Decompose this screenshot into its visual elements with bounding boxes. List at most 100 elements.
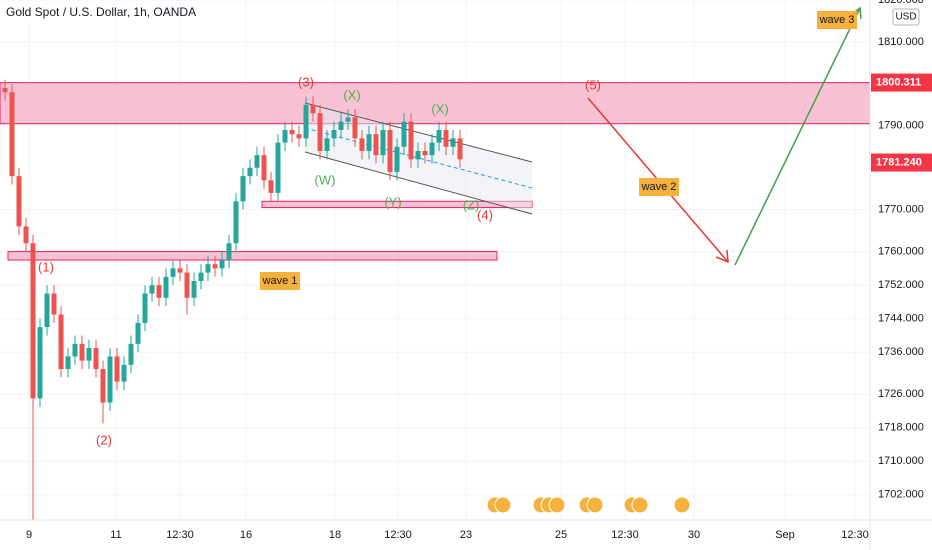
- wave-label: (X): [431, 101, 448, 116]
- candle-body: [135, 322, 141, 344]
- candle-body: [324, 138, 330, 151]
- candle-body: [79, 343, 85, 361]
- candle-body: [359, 138, 365, 151]
- candle-body: [457, 138, 463, 160]
- y-tick-label: 1820.000: [878, 0, 924, 6]
- candle-body: [198, 272, 204, 281]
- candle-body: [191, 280, 197, 298]
- candle-body: [128, 343, 134, 365]
- wave-box: [639, 178, 679, 196]
- y-tick-label: 1710.000: [878, 455, 924, 467]
- candle-body: [450, 138, 456, 147]
- x-tick-label: 16: [240, 529, 252, 541]
- price-label: 1781.240: [876, 156, 922, 168]
- wave-label: (Z): [463, 197, 480, 212]
- candle-body: [177, 268, 183, 273]
- candle-body: [317, 113, 323, 151]
- candle-body: [401, 121, 407, 147]
- x-tick-label: 12:30: [841, 529, 869, 541]
- candle-body: [226, 243, 232, 260]
- candle-body: [156, 285, 162, 298]
- candle-body: [443, 130, 449, 147]
- x-tick-label: 30: [688, 529, 700, 541]
- zones: [0, 82, 871, 261]
- wave-label: (5): [585, 77, 601, 92]
- wave-label: (X): [343, 87, 360, 102]
- candle-body: [23, 226, 29, 244]
- candle-body: [247, 167, 253, 177]
- y-tick-label: 1810.000: [878, 36, 924, 48]
- candle-body: [93, 348, 99, 370]
- candle-body: [65, 356, 71, 370]
- candle-body: [240, 176, 246, 202]
- candle-body: [72, 343, 78, 357]
- candle-body: [121, 364, 127, 382]
- candle-body: [114, 356, 120, 382]
- x-tick-label: 23: [460, 529, 472, 541]
- candle-body: [282, 130, 288, 143]
- candle-body: [37, 327, 43, 399]
- currency-box: [892, 8, 920, 26]
- candle-body: [352, 117, 358, 139]
- event-icons: [486, 496, 691, 514]
- wave-box: [260, 272, 300, 290]
- candle-body: [254, 155, 260, 168]
- x-tick-label: 12:30: [384, 529, 412, 541]
- candle-body: [51, 293, 57, 315]
- y-tick-label: 1770.000: [878, 204, 924, 216]
- price-label-box: [871, 73, 932, 92]
- candle-body: [345, 117, 351, 122]
- x-tick-label: 12:30: [166, 529, 194, 541]
- x-tick-label: 25: [555, 529, 567, 541]
- wave-name: wave 3: [819, 14, 855, 26]
- chart-title: Gold Spot / U.S. Dollar, 1h, OANDA: [6, 5, 196, 19]
- x-tick-label: 18: [329, 529, 341, 541]
- candles: [2, 79, 463, 520]
- candle-body: [338, 121, 344, 130]
- candle-body: [387, 130, 393, 172]
- candle-body: [233, 201, 239, 244]
- wave-label: (2): [96, 432, 112, 447]
- wave-label: (Y): [384, 194, 401, 209]
- y-tick-label: 1790.000: [878, 120, 924, 132]
- candle-body: [58, 314, 64, 370]
- candle-body: [268, 180, 274, 193]
- arrow-wave-3: [734, 7, 861, 266]
- candle-body: [408, 121, 414, 160]
- x-tick-label: 11: [110, 529, 121, 541]
- candle-body: [86, 348, 92, 361]
- candle-body: [415, 150, 421, 160]
- candle-body: [44, 293, 50, 328]
- wave-name: wave 1: [262, 275, 298, 287]
- candle-body: [429, 142, 435, 156]
- y-tick-label: 1726.000: [878, 388, 924, 400]
- x-tick-label: 12:30: [611, 529, 639, 541]
- price-label: 1800.311: [876, 76, 921, 88]
- y-tick-label: 1752.000: [878, 279, 924, 291]
- arrow-head: [715, 249, 729, 264]
- wave-label: (4): [477, 207, 493, 222]
- candle-body: [149, 285, 155, 294]
- wave-box: [817, 11, 857, 29]
- candle-body: [2, 88, 8, 93]
- x-tick-label: Sep: [775, 529, 795, 541]
- candle-body: [142, 293, 148, 323]
- candle-body: [436, 130, 442, 143]
- zone: [7, 251, 498, 261]
- wave-label: (W): [315, 172, 336, 187]
- candle-body: [163, 276, 169, 298]
- candle-body: [296, 134, 302, 139]
- candle-body: [170, 268, 176, 277]
- candle-body: [310, 104, 316, 114]
- candle-body: [205, 264, 211, 273]
- candle-body: [275, 142, 281, 193]
- wave-name: wave 2: [641, 181, 677, 193]
- candle-body: [100, 369, 106, 403]
- price-label-box: [871, 153, 932, 172]
- candle-body: [9, 92, 15, 177]
- candle-body: [184, 272, 190, 298]
- candle-body: [261, 155, 267, 181]
- y-tick-label: 1702.000: [878, 489, 924, 501]
- channel-bottom: [304, 151, 533, 215]
